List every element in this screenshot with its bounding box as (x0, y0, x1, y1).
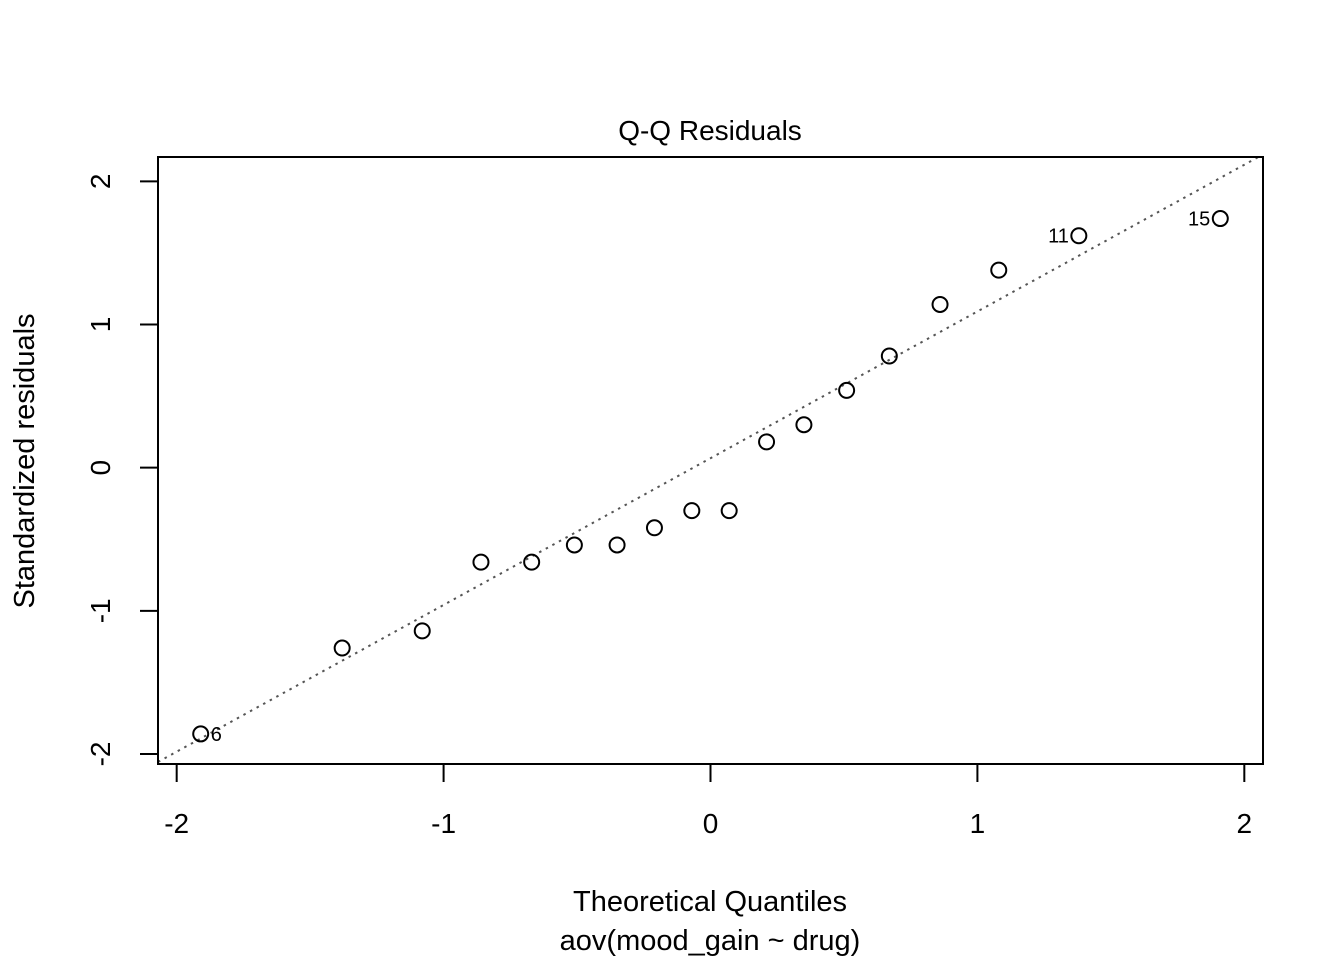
data-point-15 (931, 295, 949, 313)
y-axis-label: Standardized residuals (9, 313, 41, 608)
data-point-10 (720, 502, 738, 520)
x-tick-label-2: 0 (703, 808, 719, 839)
point-label-15: 15 (1188, 209, 1210, 231)
data-point-18 (1211, 210, 1229, 228)
data-point-8 (645, 519, 663, 537)
data-point-16 (990, 261, 1008, 279)
data-point-11 (758, 433, 776, 451)
plot-frame (157, 156, 1264, 765)
x-tick-label-1: -1 (431, 808, 456, 839)
point-label-11: 11 (1048, 226, 1069, 248)
y-tick-label-3: 1 (85, 317, 116, 333)
data-point-13 (838, 381, 856, 399)
y-tick-label-4: 2 (85, 174, 116, 190)
x-tick-label-0: -2 (164, 808, 189, 839)
data-point-7 (608, 536, 626, 554)
x-axis-label: Theoretical Quantiles (573, 886, 847, 918)
data-point-14 (880, 347, 898, 365)
data-point-2 (333, 639, 351, 657)
y-tick-label-1: -1 (85, 598, 116, 623)
data-point-17 (1070, 227, 1088, 245)
x-tick-label-3: 1 (970, 808, 986, 839)
plot-area: 6 11 15 -2 -1 0 1 2 -2 -1 0 1 2 (85, 156, 1264, 839)
data-point-6 (565, 536, 583, 554)
reference-line (158, 157, 1261, 763)
y-tick-label-0: -2 (85, 742, 116, 767)
x-axis-subtitle: aov(mood_gain ~ drug) (560, 925, 861, 957)
x-tick-label-4: 2 (1237, 808, 1253, 839)
data-point-1 (192, 725, 210, 743)
point-label-6: 6 (211, 724, 222, 746)
data-point-12 (795, 416, 813, 434)
chart-title: Q-Q Residuals (618, 115, 802, 146)
data-point-3 (413, 622, 431, 640)
data-point-9 (683, 502, 701, 520)
data-point-5 (523, 553, 541, 571)
data-point-4 (472, 553, 490, 571)
y-tick-label-2: 0 (85, 460, 116, 476)
